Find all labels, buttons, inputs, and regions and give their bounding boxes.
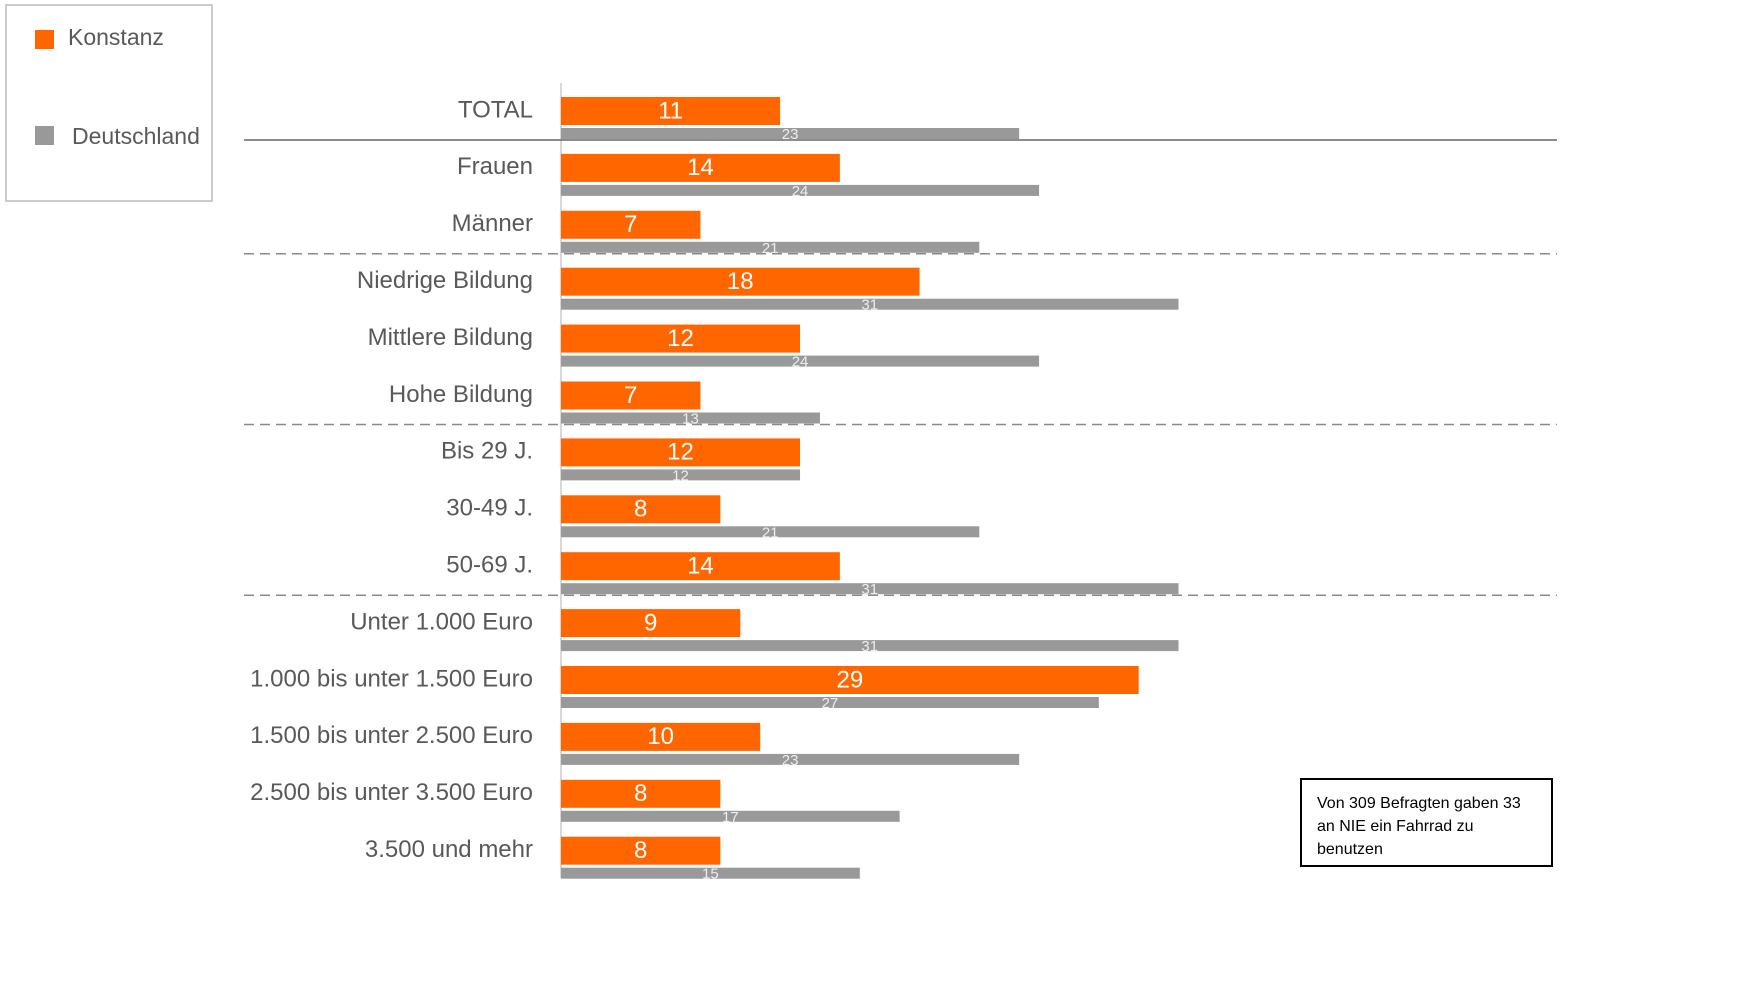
bar [561, 355, 1040, 367]
bar [561, 153, 840, 182]
value-label: 12 [667, 325, 694, 352]
bar [561, 324, 801, 353]
bar [561, 666, 1139, 694]
bar [561, 298, 1179, 310]
value-label: 17 [722, 809, 739, 826]
category-label: 2.500 bis unter 3.500 Euro [250, 779, 533, 806]
value-label: 23 [782, 752, 799, 769]
value-label: 27 [822, 695, 839, 712]
value-label: 8 [634, 837, 647, 864]
value-label: 24 [792, 354, 809, 371]
legend-label: Konstanz [68, 24, 164, 50]
category-label: 1.500 bis unter 2.500 Euro [250, 722, 533, 749]
bar [561, 495, 721, 524]
bar [561, 184, 1040, 196]
value-label: 11 [658, 97, 683, 124]
value-label: 7 [624, 211, 637, 238]
bar [561, 753, 1020, 765]
bar [561, 867, 860, 879]
bar [561, 438, 801, 467]
bar [561, 210, 701, 239]
category-label: TOTAL [458, 96, 533, 123]
value-label: 21 [762, 240, 779, 257]
bar [561, 722, 761, 751]
value-label: 24 [792, 183, 809, 200]
bar [561, 97, 781, 125]
value-label: 31 [861, 297, 878, 314]
category-label: 50-69 J. [446, 552, 533, 579]
value-label: 9 [644, 609, 657, 636]
category-label: Männer [452, 210, 533, 237]
note: Von 309 Befragten gaben 33 an NIE ein Fa… [1300, 778, 1553, 867]
value-label: 18 [727, 268, 754, 295]
value-label: 31 [861, 638, 878, 655]
category-label: 3.500 und mehr [365, 836, 533, 863]
bar [561, 412, 820, 424]
category-label: Niedrige Bildung [357, 267, 533, 294]
category-label: Bis 29 J. [441, 438, 533, 465]
value-label: 12 [667, 439, 694, 466]
category-label: 30-49 J. [446, 495, 533, 522]
value-label: 29 [836, 666, 863, 693]
legend-label: Deutschland [72, 123, 200, 149]
category-label: Frauen [457, 153, 533, 180]
bar [561, 241, 980, 253]
bar [561, 810, 900, 822]
value-label: 15 [702, 866, 719, 883]
bar [561, 381, 701, 410]
value-label: 13 [682, 410, 699, 427]
bar [561, 583, 1179, 595]
value-label: 10 [647, 723, 674, 750]
value-label: 8 [634, 780, 647, 807]
value-label: 12 [672, 467, 689, 484]
bar [561, 526, 980, 538]
bar [561, 469, 801, 481]
bar [561, 640, 1179, 652]
bar [561, 267, 920, 296]
bar [561, 552, 840, 581]
value-label: 21 [762, 524, 779, 541]
value-label: 14 [687, 553, 714, 580]
bar [561, 697, 1099, 708]
value-label: 8 [634, 496, 647, 523]
value-label: 14 [687, 154, 714, 181]
bar [561, 779, 721, 808]
category-label: Mittlere Bildung [368, 324, 533, 351]
legend-swatch [35, 126, 54, 145]
legend-swatch [35, 30, 54, 49]
category-label: Unter 1.000 Euro [350, 608, 533, 635]
category-label: Hohe Bildung [389, 381, 533, 408]
category-label: 1.000 bis unter 1.500 Euro [250, 665, 533, 692]
bar [561, 128, 1020, 139]
value-label: 23 [782, 126, 799, 143]
bar [561, 836, 721, 865]
bar [561, 609, 741, 638]
value-label: 31 [861, 581, 878, 598]
value-label: 7 [624, 382, 637, 409]
